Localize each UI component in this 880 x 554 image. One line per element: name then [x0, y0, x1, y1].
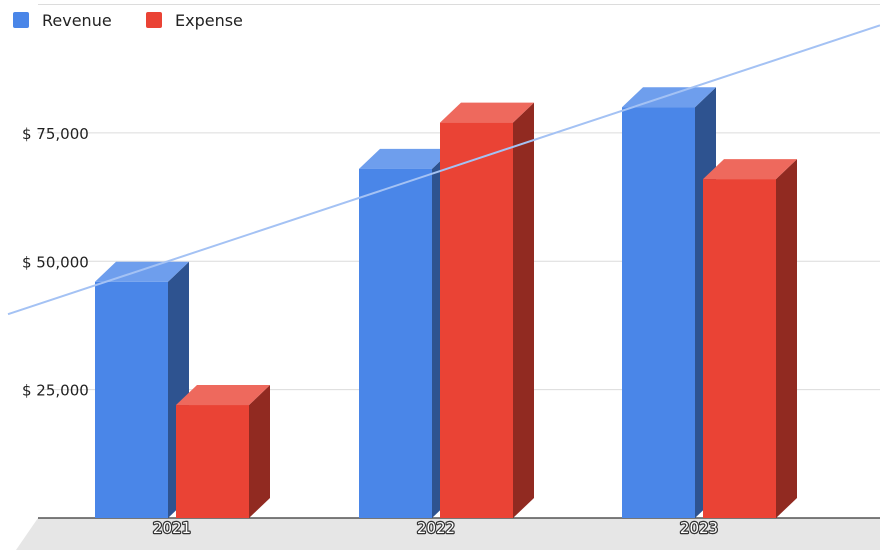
- bar-front: [703, 179, 776, 518]
- legend-item-expense[interactable]: Expense: [146, 11, 243, 30]
- bar-top: [176, 385, 270, 406]
- bar-front: [95, 281, 168, 518]
- legend[interactable]: Revenue Expense: [13, 11, 243, 30]
- x-tick-label: 2021: [153, 519, 191, 537]
- bars: [95, 87, 797, 518]
- bar-revenue-2021[interactable]: [95, 261, 189, 518]
- bar-front: [440, 122, 513, 518]
- bar-front: [359, 168, 432, 518]
- x-tick-label: 2023: [680, 519, 718, 537]
- bar-front: [622, 107, 695, 518]
- legend-label: Revenue: [42, 11, 112, 30]
- bar-top: [703, 159, 797, 180]
- bar-revenue-2023[interactable]: [622, 87, 716, 518]
- legend-label: Expense: [175, 11, 243, 30]
- y-axis-ticks: $ 25,000 $ 50,000 $ 75,000: [22, 125, 89, 400]
- legend-item-revenue[interactable]: Revenue: [13, 11, 112, 30]
- x-tick-label: 2022: [417, 519, 455, 537]
- legend-swatch: [146, 12, 162, 28]
- trendline-layer: [7, 24, 880, 316]
- trendline-revenue: [7, 24, 880, 316]
- bar-top: [440, 102, 534, 123]
- bar-expense-2022[interactable]: [440, 102, 534, 518]
- floor-plane: [16, 518, 880, 550]
- bar-expense-2023[interactable]: [703, 159, 797, 518]
- bar-front: [176, 405, 249, 518]
- y-tick-label: $ 75,000: [22, 125, 89, 143]
- bar-side: [776, 159, 797, 518]
- bar-expense-2021[interactable]: [176, 385, 270, 518]
- x-axis-ticks: 2021 2022 2023: [152, 518, 720, 538]
- legend-swatch: [13, 12, 29, 28]
- y-tick-label: $ 25,000: [22, 382, 89, 400]
- bar-side: [249, 385, 270, 518]
- bar-revenue-2022[interactable]: [359, 148, 453, 518]
- bar-side: [513, 102, 534, 518]
- bar-top: [359, 148, 453, 169]
- y-tick-label: $ 50,000: [22, 253, 89, 271]
